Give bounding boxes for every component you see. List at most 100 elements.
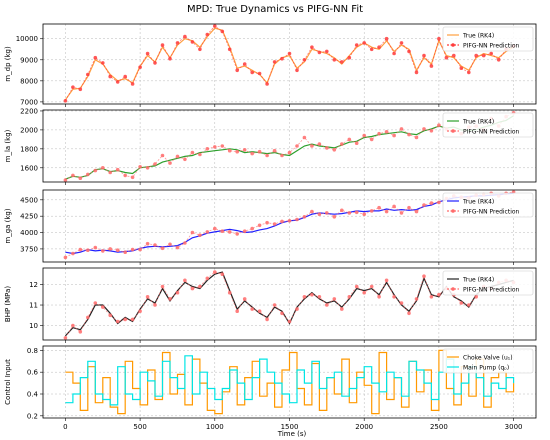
legend-label: True (RK4) [462,118,494,125]
data-point [63,99,68,103]
y-tick-label: 7000 [20,98,38,106]
data-point [198,47,202,52]
legend: True (RK4) PIFG-NN Prediction [442,192,534,218]
data-point [93,55,98,60]
data-point [429,64,434,68]
data-point [295,307,299,311]
x-tick-label: 500 [133,423,146,431]
data-point [347,137,352,142]
data-point [280,153,284,158]
y-tick-label: 4250 [20,213,38,221]
legend: True (RK4) PIFG-NN Prediction [442,26,534,52]
data-point [138,247,142,252]
data-point [250,70,254,75]
data-point [265,220,269,225]
data-point [302,295,307,299]
data-point [115,167,120,172]
data-point [257,309,262,314]
data-point [220,144,225,148]
data-point [250,151,254,156]
data-point [227,230,232,234]
data-point [325,303,329,307]
data-point [242,62,247,66]
data-point [123,317,127,322]
data-point [71,323,75,328]
legend-label: PIFG-NN Prediction [463,286,520,293]
data-point [153,61,157,65]
data-point [399,127,404,131]
data-point [160,246,165,251]
data-point [168,242,172,247]
data-point [123,74,127,79]
data-point [138,65,142,69]
data-point [168,297,172,301]
data-point [205,276,210,281]
data-point [175,290,180,295]
legend: True (RK4) PIFG-NN Prediction [442,112,534,138]
data-point [101,61,105,65]
data-point [414,135,419,140]
data-point [130,175,135,180]
data-point [108,170,112,175]
data-point [227,290,232,295]
data-point [407,205,411,210]
y-tick-label: 1600 [20,164,38,172]
data-point [481,53,486,58]
data-point [205,147,210,151]
data-point [384,278,389,283]
series-line-1 [64,271,514,337]
legend-marker [451,287,455,291]
data-point [399,301,404,305]
data-point [369,137,374,142]
data-point [369,47,374,52]
data-point [145,241,150,246]
data-point [145,166,150,170]
data-point [347,295,352,299]
data-point [354,284,359,289]
data-point [437,123,441,127]
data-point [354,43,359,47]
data-point [444,55,449,60]
data-point [78,330,83,334]
data-point [160,284,165,289]
y-tick-label: 10 [29,322,38,330]
data-point [317,50,322,55]
panel-1: 7000 8000 9000 10000 m_dp (kg) True (RK4) PIFG… [4,23,537,107]
data-point [175,41,180,45]
data-point [377,295,381,299]
data-point [377,205,381,210]
data-point [86,315,90,320]
data-point [198,233,202,237]
data-point [242,297,247,301]
data-point [422,274,426,279]
data-point [347,55,352,60]
legend-label: PIFG-NN Prediction [463,42,520,49]
y-tick-label: 11 [29,302,38,310]
legend-label: True (RK4) [462,198,494,205]
data-point [317,142,322,146]
data-point [108,247,112,251]
data-point [71,173,75,178]
data-point [310,292,314,297]
data-point [242,148,247,152]
data-point [213,270,217,274]
data-point [362,290,367,295]
data-point [422,203,426,207]
data-point [227,148,232,153]
data-point [325,49,329,54]
data-point [414,209,419,214]
legend-box [442,26,534,52]
data-point [384,130,389,134]
data-point [130,82,135,86]
data-point [332,58,337,62]
data-point [474,295,479,299]
data-point [295,217,299,222]
data-point [459,301,464,305]
data-point [123,250,127,254]
data-point [153,303,157,307]
data-point [310,209,314,214]
x-tick-label: 1500 [281,423,299,431]
y-tick-label: 4500 [20,196,38,204]
data-point [302,135,307,140]
data-point [235,149,239,154]
